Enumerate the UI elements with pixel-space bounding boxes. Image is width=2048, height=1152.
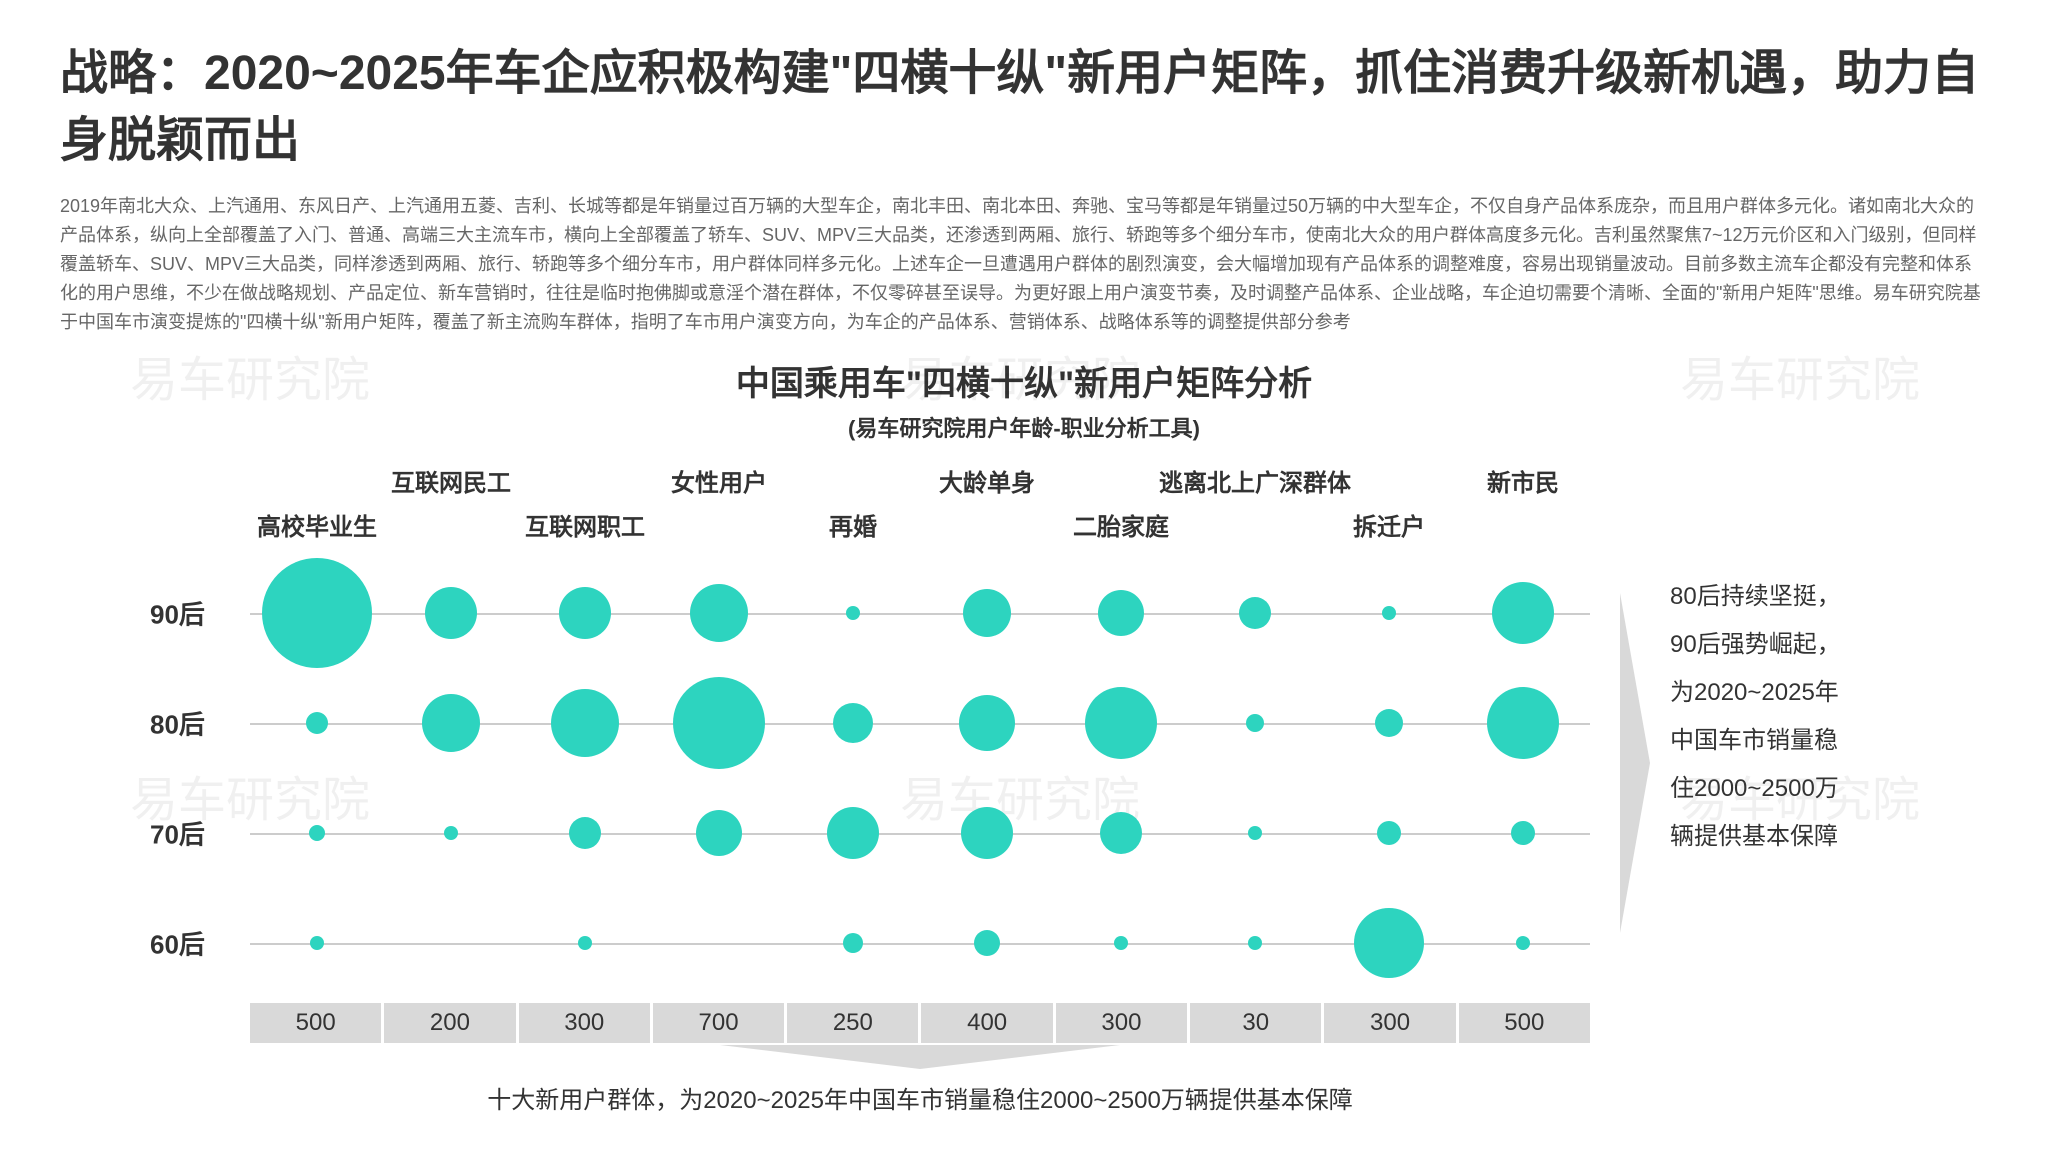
bubble xyxy=(569,817,601,849)
column-header: 二胎家庭 xyxy=(1073,507,1169,542)
bottom-caption: 十大新用户群体，为2020~2025年中国车市销量稳住2000~2500万辆提供… xyxy=(250,1080,1590,1115)
x-axis-cell: 300 xyxy=(1324,1003,1455,1043)
bubble xyxy=(425,587,477,639)
column-header: 再婚 xyxy=(829,507,877,542)
arrow-right-icon xyxy=(1620,593,1650,938)
bubble xyxy=(1114,936,1128,950)
row-label: 80后 xyxy=(150,705,205,742)
bubble xyxy=(963,589,1011,637)
bubble xyxy=(1085,687,1157,759)
bubble xyxy=(1354,908,1424,978)
bubble xyxy=(1487,687,1559,759)
column-header: 互联网职工 xyxy=(525,507,645,542)
bubble xyxy=(444,826,458,840)
x-axis-cell: 250 xyxy=(787,1003,918,1043)
bubble xyxy=(843,933,863,953)
arrow-down-icon xyxy=(250,1045,1590,1074)
column-header: 大龄单身 xyxy=(939,463,1035,498)
bubble-grid: 90后 80后 70后 60后 xyxy=(60,553,1620,993)
x-axis-cell: 700 xyxy=(653,1003,784,1043)
bubble xyxy=(559,587,611,639)
bubble xyxy=(422,694,480,752)
column-header: 女性用户 xyxy=(671,463,767,498)
x-axis-cell: 300 xyxy=(1056,1003,1187,1043)
x-axis-cell: 500 xyxy=(250,1003,381,1043)
x-axis-cell: 30 xyxy=(1190,1003,1321,1043)
bubble xyxy=(1511,821,1535,845)
bubble xyxy=(1098,590,1144,636)
bubble xyxy=(1516,936,1530,950)
bubble xyxy=(974,930,1000,956)
bubble xyxy=(959,695,1015,751)
chart-subtitle: (易车研究院用户年龄-职业分析工具) xyxy=(60,411,1988,443)
column-header: 拆迁户 xyxy=(1353,507,1425,542)
x-axis-cell: 200 xyxy=(384,1003,515,1043)
bubble xyxy=(1375,709,1403,737)
bubble xyxy=(846,606,860,620)
side-note: 80后持续坚挺，90后强势崛起，为2020~2025年中国车市销量稳住2000~… xyxy=(1620,463,1988,861)
row-label: 70后 xyxy=(150,815,205,852)
bubble xyxy=(262,558,372,668)
bubble xyxy=(1239,597,1271,629)
bubble xyxy=(1492,582,1554,644)
x-axis: 50020030070025040030030300500 xyxy=(250,1003,1590,1043)
bubble xyxy=(306,712,328,734)
body-paragraph: 2019年南北大众、上汽通用、东风日产、上汽通用五菱、吉利、长城等都是年销量过百… xyxy=(60,192,1988,336)
x-axis-cell: 300 xyxy=(519,1003,650,1043)
row-label: 60后 xyxy=(150,925,205,962)
chart-title: 中国乘用车"四横十纵"新用户矩阵分析 xyxy=(60,356,1988,405)
page-title: 战略：2020~2025年车企应积极构建"四横十纵"新用户矩阵，抓住消费升级新机… xyxy=(60,40,1988,174)
x-axis-cell: 500 xyxy=(1459,1003,1590,1043)
bubble xyxy=(309,825,325,841)
chart-area: 高校毕业生互联网民工互联网职工女性用户再婚 大龄单身二胎家庭 逃离北上广深群体拆迁户… xyxy=(60,463,1620,1115)
bubble xyxy=(1246,714,1264,732)
column-header: 逃离北上广深群体 xyxy=(1159,463,1351,498)
bubble xyxy=(310,936,324,950)
x-axis-cell: 400 xyxy=(921,1003,1052,1043)
chart-container: 高校毕业生互联网民工互联网职工女性用户再婚 大龄单身二胎家庭 逃离北上广深群体拆迁户… xyxy=(60,463,1988,1115)
bubble xyxy=(1100,812,1142,854)
side-note-text: 80后持续坚挺，90后强势崛起，为2020~2025年中国车市销量稳住2000~… xyxy=(1670,573,1988,861)
column-header: 新市民 xyxy=(1487,463,1559,498)
bubble xyxy=(696,810,742,856)
bubble xyxy=(578,936,592,950)
bubble xyxy=(827,807,879,859)
bubble xyxy=(1248,826,1262,840)
bubble xyxy=(1382,606,1396,620)
bubble xyxy=(673,677,765,769)
column-header: 高校毕业生 xyxy=(257,507,377,542)
bubble xyxy=(961,807,1013,859)
column-headers: 高校毕业生互联网民工互联网职工女性用户再婚 大龄单身二胎家庭 逃离北上广深群体拆迁户… xyxy=(60,463,1620,553)
bubble xyxy=(690,584,748,642)
bubble xyxy=(551,689,619,757)
row-label: 90后 xyxy=(150,595,205,632)
bubble xyxy=(1377,821,1401,845)
bubble xyxy=(833,703,873,743)
bubble xyxy=(1248,936,1262,950)
column-header: 互联网民工 xyxy=(391,463,511,498)
